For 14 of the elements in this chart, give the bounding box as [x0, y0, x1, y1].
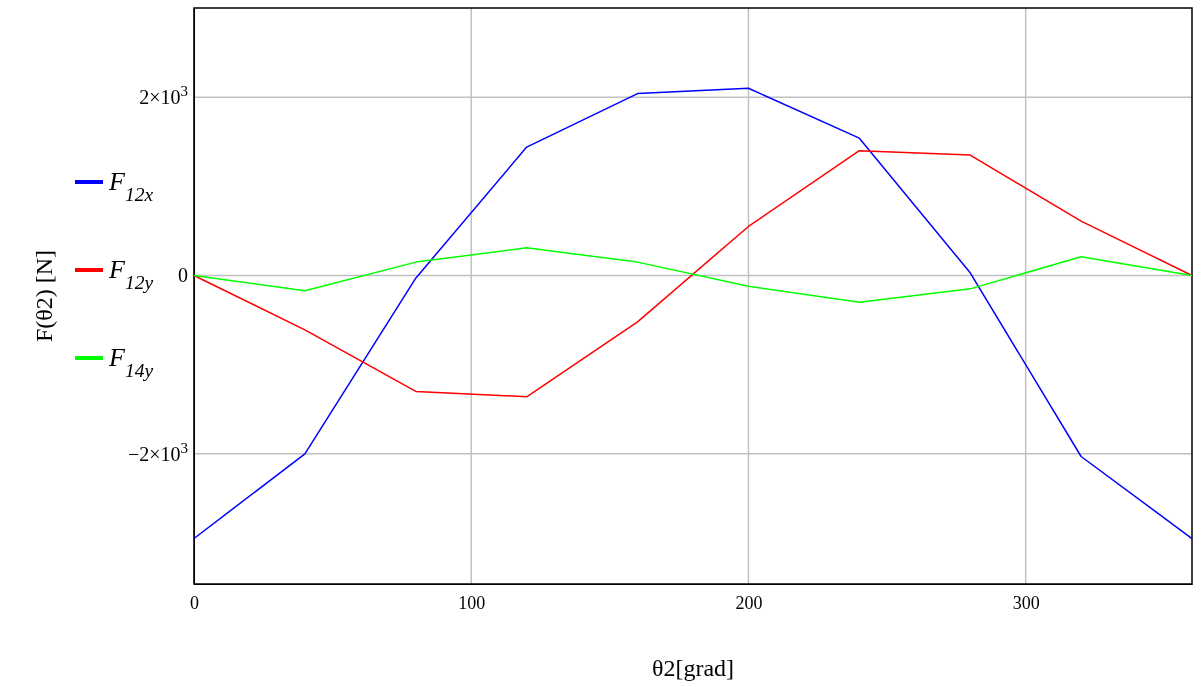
- x-axis-title: θ2[grad]: [651, 655, 735, 681]
- legend-label: F$_{14y}$: [108, 343, 154, 381]
- legend-label: F$_{12y}$: [108, 255, 154, 293]
- x-tick-label: 200: [735, 592, 763, 613]
- line-series: [193, 149, 1193, 398]
- line-series: [193, 247, 1193, 303]
- y-axis-title: F(θ2) [N]: [31, 249, 57, 343]
- line-series: [193, 87, 1193, 540]
- x-tick-label: 100: [458, 592, 486, 613]
- x-tick-label: 300: [1012, 592, 1040, 613]
- y-tick-label: 2×10$^{3}$: [139, 83, 188, 109]
- y-tick-label: −2×10$^{3}$: [127, 439, 188, 465]
- legend-label: F$_{12x}$: [108, 167, 154, 205]
- y-tick-label: 0: [178, 264, 188, 287]
